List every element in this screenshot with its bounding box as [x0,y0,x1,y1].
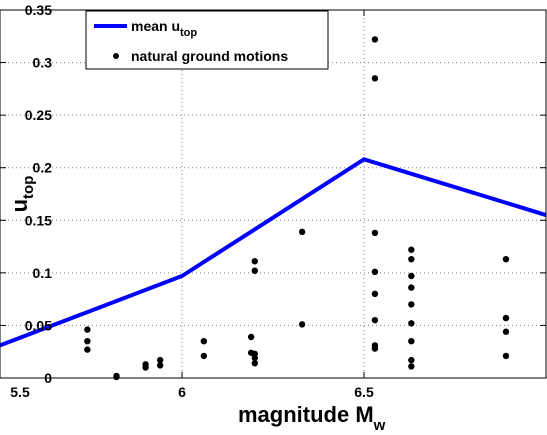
ground-motion-point [142,364,149,371]
ground-motion-point [371,345,379,352]
ground-motion-point [408,301,415,308]
ground-motion-point [200,338,208,345]
legend-label-mean: mean utop [131,18,197,39]
y-tick-label: 0.1 [33,265,53,281]
ground-motion-point [408,356,415,364]
ground-motion-point [113,373,120,381]
legend: mean utop natural ground motions [85,10,329,70]
legend-box [85,10,329,70]
ground-motion-point [371,36,379,43]
ground-motion-point [408,284,415,291]
y-tick-label: 0.35 [25,2,52,18]
ground-motion-point [84,326,91,333]
ground-motion-point [200,352,208,360]
ground-motion-point [247,333,255,341]
y-tick-label: 0.05 [25,317,52,333]
ground-motion-point [298,321,306,328]
ground-motion-point [251,267,258,274]
ground-motion-point [502,255,510,263]
mean-utop-series [0,157,547,348]
plot-frame [0,9,547,379]
ground-motion-point [251,258,258,265]
y-tick-label: 0 [44,370,52,386]
ground-motion-point [408,246,415,253]
legend-point-swatch [113,53,119,59]
ground-motion-point [502,352,510,360]
y-axis-label: utop [7,176,37,213]
ground-motion-point [84,346,91,353]
ground-motion-point [156,356,164,364]
ground-motion-point [502,314,510,322]
ground-motion-point [298,228,306,236]
x-axis-label: magnitude Mw [238,402,386,434]
x-axis-label-sub: w [373,417,386,434]
y-tick-label: 0.25 [25,107,52,123]
legend-label-points: natural ground motions [131,48,288,64]
ground-motion-point [408,272,415,280]
ground-motion-point [408,363,415,370]
ground-motion-point [408,338,415,345]
x-tick-label: 6.5 [354,384,374,400]
y-tick-label: 0.15 [25,212,52,228]
ground-motion-point [84,338,91,345]
ground-motion-point [371,290,379,298]
ground-motion-point [408,255,415,263]
y-tick-label: 0.3 [33,55,53,71]
ground-motion-point [156,362,164,369]
ground-motion-point [371,316,379,324]
axis-ticks: 0 0.05 0.1 0.15 0.2 0.25 0.3 0.35 5.5 6 6.5 [0,2,546,400]
ground-motion-point [371,268,379,276]
ground-motion-point [371,229,379,237]
legend-label-mean-sub: top [180,27,197,39]
x-tick-label: 6 [178,384,186,400]
y-axis-label-sub: top [20,176,37,199]
natural-ground-motions-series [84,36,510,381]
ground-motion-point [251,360,258,367]
ground-motion-point [371,75,379,82]
mean-utop-line [0,157,547,348]
y-tick-label: 0.2 [33,160,53,176]
ground-motion-point [502,328,510,335]
x-axis-label-main: magnitude M [238,402,374,427]
legend-label-mean-main: mean u [131,18,180,34]
ground-motion-point [251,354,258,362]
ground-motion-point [408,320,415,327]
y-axis-label-main: u [7,199,32,212]
x-tick-label: 5.5 [10,384,30,400]
